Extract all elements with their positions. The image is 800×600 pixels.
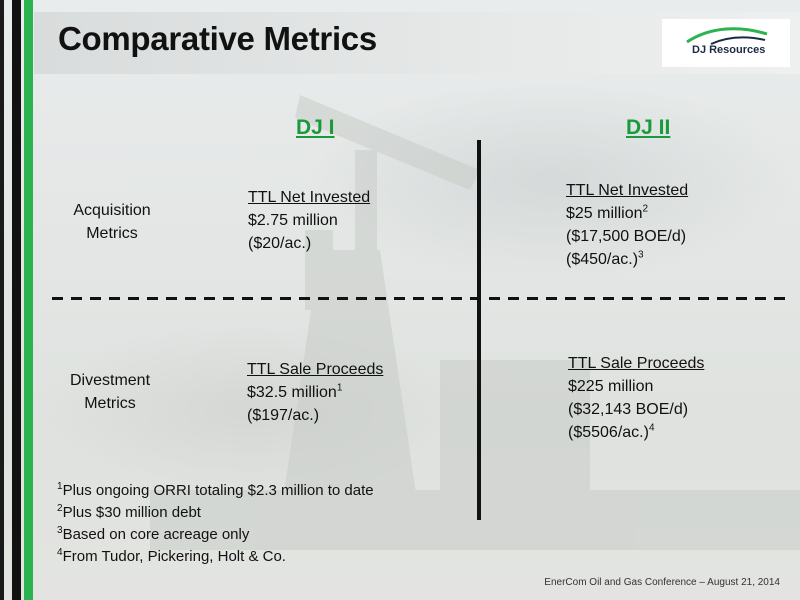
cell-header: TTL Net Invested — [248, 189, 371, 206]
footnote-mark: 3 — [638, 249, 644, 261]
dj-resources-swoosh-logo-icon — [686, 27, 768, 45]
cell-value: ($20/ac.) — [248, 235, 312, 252]
cell-value: ($17,500 BOE/d) — [566, 228, 687, 245]
footnote: 2Plus $30 million debt — [57, 503, 201, 522]
left-edge-bar — [0, 0, 4, 600]
footnote: 3Based on core acreage only — [57, 525, 250, 544]
cell-value: $2.75 million — [248, 212, 338, 229]
column-header-dj2: DJ II — [626, 116, 671, 139]
cloud — [300, 80, 800, 280]
cell-header: TTL Sale Proceeds — [247, 361, 384, 378]
row-label-divestment: Divestment Metrics — [54, 369, 166, 415]
logo — [662, 19, 790, 67]
footnote-mark: 4 — [648, 422, 655, 434]
cell-value: ($197/ac.) — [247, 407, 320, 424]
logo-text: DJ Resources — [692, 44, 766, 56]
row-label-acquisition: Acquisition Metrics — [56, 199, 168, 245]
footnotes: 1Plus ongoing ORRI totaling $2.3 million… — [57, 480, 374, 568]
cell-header: TTL Net Invested — [566, 182, 689, 199]
cell-header: TTL Sale Proceeds — [568, 355, 705, 372]
cell-value: $225 million — [568, 378, 654, 395]
acquisition-dj1-cell: TTL Net Invested $2.75 million ($20/ac.) — [248, 186, 370, 255]
footnote-mark: 2 — [642, 203, 649, 215]
acquisition-dj2-cell: TTL Net Invested $25 million2 ($17,500 B… — [566, 179, 688, 271]
left-green-bar — [24, 0, 33, 600]
cell-value: $25 million2 — [566, 203, 649, 222]
cell-value: ($450/ac.)3 — [566, 249, 644, 268]
dashed-row-divider — [52, 297, 786, 300]
row-label-line: Metrics — [84, 395, 136, 412]
cell-value: ($5506/ac.)4 — [568, 422, 655, 441]
page-title: Comparative Metrics — [58, 20, 377, 57]
footnote-mark: 1 — [336, 382, 343, 394]
cell-value: ($32,143 BOE/d) — [568, 401, 689, 418]
footnote: 4From Tudor, Pickering, Holt & Co. — [57, 547, 286, 566]
divestment-dj2-cell: TTL Sale Proceeds $225 million ($32,143 … — [568, 352, 704, 444]
row-label-line: Metrics — [86, 225, 138, 242]
footnote: 1Plus ongoing ORRI totaling $2.3 million… — [57, 481, 374, 500]
cell-value: $32.5 million1 — [247, 382, 343, 401]
row-label-line: Acquisition — [73, 202, 151, 219]
divestment-dj1-cell: TTL Sale Proceeds $32.5 million1 ($197/a… — [247, 358, 383, 427]
left-black-bar — [12, 0, 21, 600]
footer-conference: EnerCom Oil and Gas Conference – August … — [544, 577, 780, 588]
vertical-divider — [477, 140, 481, 520]
row-label-line: Divestment — [69, 372, 151, 389]
column-header-dj1: DJ I — [296, 116, 335, 139]
